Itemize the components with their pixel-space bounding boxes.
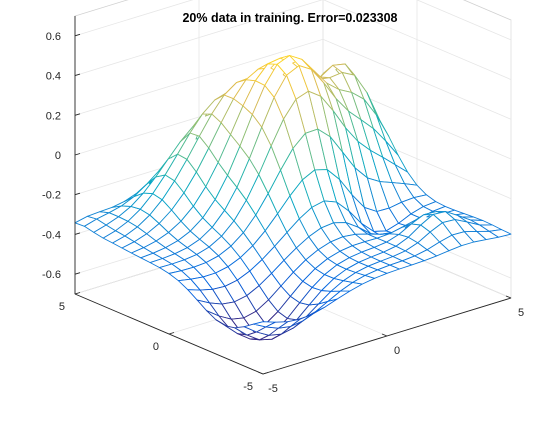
z-tick-label: 0.4	[46, 71, 61, 83]
z-gridline	[74, 0, 512, 80]
surface-mesh	[74, 55, 512, 341]
z-tick	[74, 73, 81, 77]
axes-front: -0.6 -0.4 -0.2 0 0.2 0.4 0.6 -5 0 5 -5 0 5	[42, 16, 524, 395]
z-tick-label: -0.2	[42, 190, 61, 202]
y-tick	[168, 332, 175, 335]
x-tick	[381, 333, 388, 337]
z-gridline	[74, 0, 512, 41]
z-tick	[74, 192, 81, 196]
y-tick	[74, 292, 81, 295]
y-tick-label: 5	[59, 301, 65, 313]
z-tick	[74, 33, 81, 37]
z-tick	[74, 272, 81, 275]
z-tick-label: -0.4	[42, 229, 61, 241]
x-tick-label: 0	[394, 345, 400, 357]
z-tick-label: 0	[55, 150, 61, 162]
mesh-face	[488, 229, 512, 238]
z-tick	[74, 232, 81, 235]
z-tick-label: 0.6	[46, 31, 61, 43]
chart-title: 20% data in training. Error=0.023308	[182, 11, 397, 25]
x-tick	[257, 371, 264, 375]
x-tick-label: 5	[518, 307, 524, 319]
z-tick-label: -0.6	[42, 269, 61, 281]
x-tick	[505, 295, 512, 299]
z-tick-label: 0.2	[46, 110, 61, 122]
y-tick-label: -5	[243, 381, 253, 393]
z-tick	[74, 153, 81, 156]
x-tick-label: -5	[268, 383, 278, 395]
z-tick	[74, 113, 81, 116]
y-tick-label: 0	[153, 341, 159, 353]
